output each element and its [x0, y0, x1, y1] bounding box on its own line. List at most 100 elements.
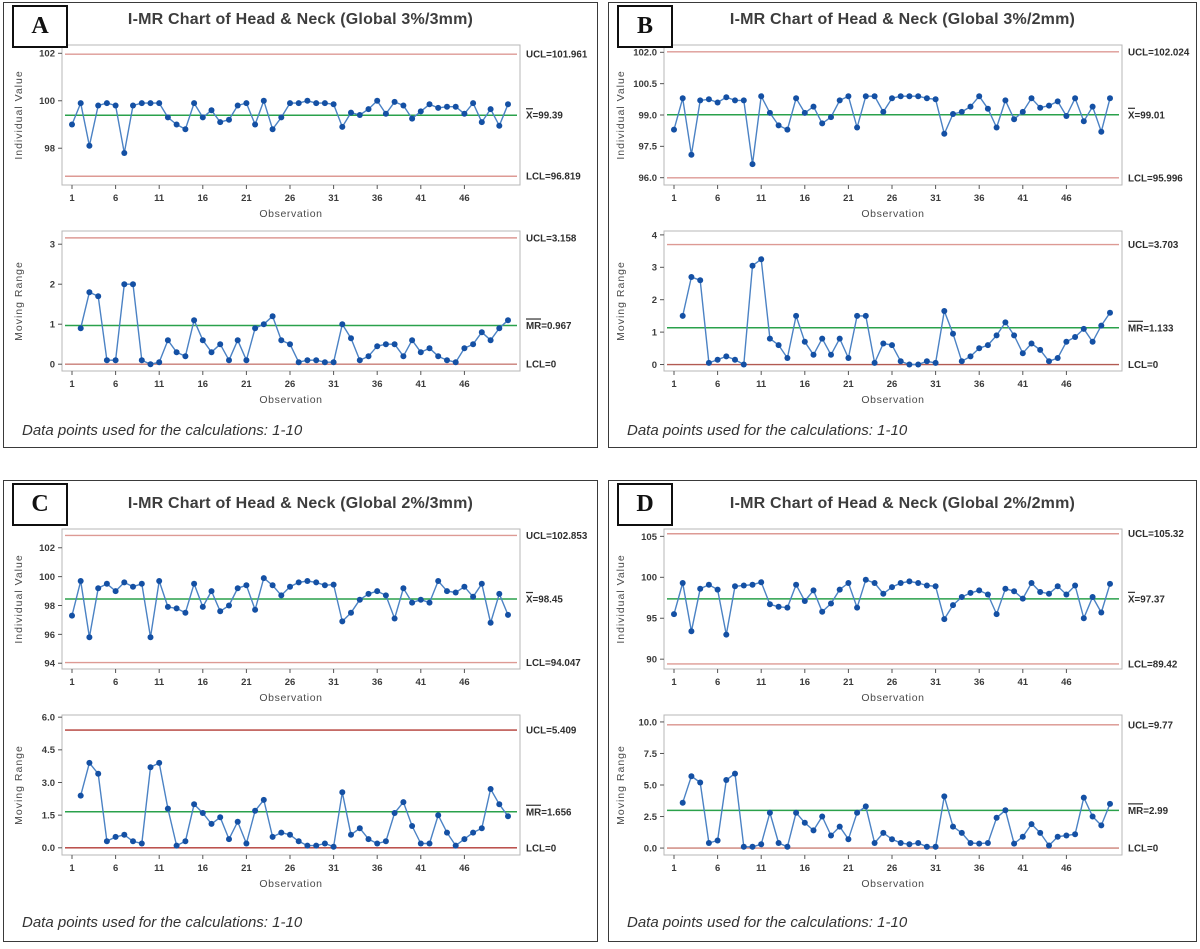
center-label: X=99.01 — [1128, 110, 1165, 121]
x-tick-label: 36 — [371, 863, 382, 874]
center-label: MR=1.656 — [526, 807, 572, 818]
data-point — [312, 579, 319, 586]
panel-b: B I-MR Chart of Head & Neck (Global 3%/2… — [608, 2, 1197, 448]
y-tick-label: 98 — [44, 601, 55, 612]
x-tick-label: 11 — [756, 677, 767, 688]
data-point — [897, 580, 904, 586]
data-point — [1097, 128, 1104, 135]
x-tick-label: 36 — [973, 863, 984, 874]
y-axis-title: Moving Range — [13, 745, 25, 825]
data-point — [722, 631, 729, 638]
x-tick-label: 41 — [1017, 379, 1028, 390]
data-point — [120, 150, 127, 156]
data-point — [164, 337, 171, 344]
data-point — [844, 580, 851, 586]
data-point — [216, 341, 223, 348]
x-tick-label: 36 — [973, 677, 984, 688]
x-tick-label: 26 — [284, 863, 295, 874]
x-tick-label: 16 — [197, 863, 208, 874]
y-axis-title: Moving Range — [615, 261, 627, 341]
y-axis-title: Individual Value — [615, 554, 627, 643]
lcl-label: LCL=0 — [1128, 844, 1159, 855]
data-point — [330, 101, 337, 108]
data-point — [801, 598, 808, 604]
data-point — [373, 588, 380, 595]
data-point — [112, 102, 119, 109]
y-tick-label: 3 — [49, 240, 54, 251]
data-point — [853, 312, 860, 319]
footer-note: Data points used for the calculations: 1… — [627, 914, 908, 931]
data-point — [757, 93, 764, 100]
panel-letter: C — [31, 491, 49, 517]
data-point — [897, 840, 904, 846]
data-point — [478, 580, 485, 587]
y-tick-label: 0.0 — [643, 843, 656, 854]
data-point — [818, 813, 825, 820]
x-tick-label: 21 — [241, 677, 252, 688]
data-point — [1097, 822, 1104, 829]
data-point — [844, 836, 851, 843]
data-point — [382, 341, 389, 348]
x-tick-label: 46 — [1061, 193, 1072, 204]
data-point — [827, 351, 834, 358]
data-point — [303, 97, 310, 104]
data-point — [242, 582, 249, 589]
data-point — [251, 325, 258, 332]
data-point — [731, 356, 738, 363]
data-point — [801, 819, 808, 826]
data-point — [1036, 589, 1043, 595]
data-point — [321, 582, 328, 589]
data-point — [705, 840, 712, 846]
data-point — [164, 114, 171, 121]
x-tick-label: 1 — [671, 193, 677, 204]
x-tick-label: 1 — [69, 379, 75, 390]
data-point — [836, 335, 843, 342]
x-tick-label: 6 — [714, 379, 719, 390]
data-point — [208, 349, 214, 356]
center-label: MR=2.99 — [1128, 806, 1169, 817]
data-point — [251, 606, 258, 613]
data-point — [1089, 813, 1096, 820]
data-point — [818, 335, 825, 342]
data-point — [234, 102, 241, 109]
center-label: X=97.37 — [1128, 594, 1165, 605]
data-point — [190, 801, 197, 808]
data-point — [949, 823, 956, 830]
data-point — [434, 578, 441, 584]
y-tick-label: 102.0 — [633, 48, 657, 59]
data-point — [967, 353, 973, 360]
data-point — [251, 121, 258, 128]
data-point — [77, 578, 84, 584]
data-point — [993, 611, 1000, 618]
data-point — [321, 840, 328, 847]
data-point — [190, 100, 197, 107]
data-point — [443, 588, 450, 595]
panel-a: A I-MR Chart of Head & Neck (Global 3%/3… — [3, 2, 598, 448]
data-point — [1089, 338, 1096, 345]
x-tick-label: 41 — [1017, 863, 1028, 874]
data-point — [286, 583, 293, 590]
data-point — [112, 833, 119, 840]
data-point — [347, 335, 354, 342]
data-point — [766, 601, 773, 608]
data-point — [1019, 595, 1026, 602]
chart-title: I-MR Chart of Head & Neck (Global 3%/3mm… — [127, 11, 474, 28]
data-point — [905, 361, 912, 368]
x-tick-label: 31 — [930, 193, 941, 204]
x-tick-label: 31 — [328, 863, 339, 874]
data-point — [1036, 104, 1043, 111]
data-point — [225, 116, 232, 123]
data-point — [286, 100, 293, 107]
x-tick-label: 36 — [371, 379, 382, 390]
data-point — [478, 329, 485, 336]
data-point — [984, 840, 991, 846]
data-point — [225, 357, 232, 364]
data-point — [260, 796, 267, 803]
data-point — [173, 605, 180, 612]
data-point — [138, 357, 145, 364]
data-point — [330, 359, 337, 366]
data-point — [190, 580, 197, 587]
data-point — [923, 582, 930, 589]
